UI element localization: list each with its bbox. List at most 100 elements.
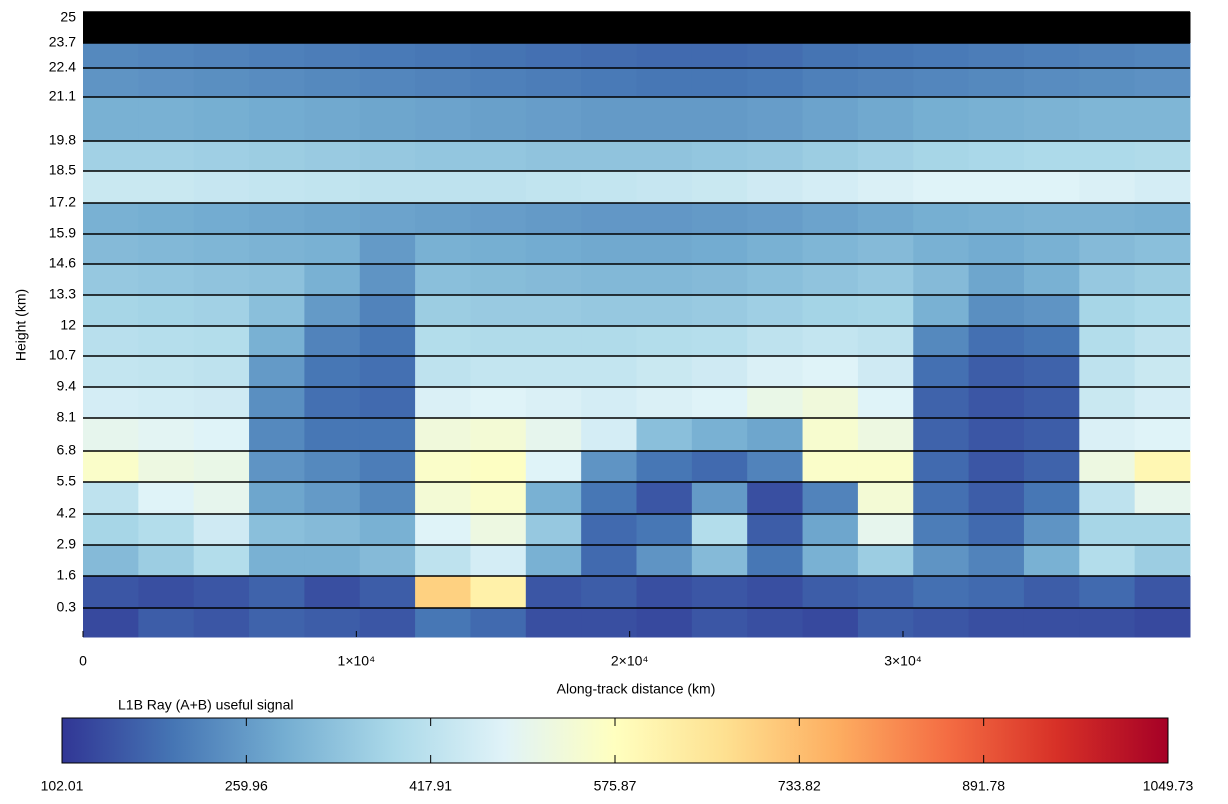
heatmap-cell bbox=[83, 234, 139, 265]
heatmap-cell bbox=[1023, 545, 1080, 577]
heatmap-cell bbox=[968, 608, 1025, 638]
heatmap-cell bbox=[525, 356, 582, 388]
heatmap-cell bbox=[1079, 43, 1136, 69]
heatmap-cell bbox=[525, 12, 582, 44]
heatmap-cell bbox=[249, 68, 305, 98]
heatmap-cell bbox=[968, 418, 1025, 452]
heatmap-cell bbox=[1134, 451, 1191, 483]
heatmap-cell bbox=[138, 608, 195, 638]
heatmap-cell bbox=[249, 482, 305, 515]
heatmap-cell bbox=[1134, 68, 1191, 98]
heatmap-cell bbox=[470, 264, 527, 296]
heatmap-cell bbox=[415, 451, 471, 483]
heatmap-cell bbox=[802, 141, 859, 172]
heatmap-cell bbox=[913, 12, 970, 44]
heatmap-cell bbox=[747, 576, 804, 609]
heatmap-cell bbox=[968, 451, 1025, 483]
heatmap-cell bbox=[138, 387, 195, 419]
heatmap-cell bbox=[359, 203, 416, 235]
heatmap-cell bbox=[359, 12, 416, 44]
heatmap-cell bbox=[691, 387, 748, 419]
heatmap-cell bbox=[913, 264, 970, 296]
heatmap-cell bbox=[470, 97, 527, 142]
heatmap-cell bbox=[138, 545, 195, 577]
heatmap-cell bbox=[802, 514, 859, 546]
heatmap-cell bbox=[581, 68, 637, 98]
heatmap-cell bbox=[636, 608, 693, 638]
heatmap-cell bbox=[581, 295, 637, 327]
heatmap-cell bbox=[747, 482, 804, 515]
heatmap-cell bbox=[193, 387, 250, 419]
heatmap-cell bbox=[913, 68, 970, 98]
heatmap-cell bbox=[138, 482, 195, 515]
heatmap-cell bbox=[470, 608, 527, 638]
heatmap-cell bbox=[691, 203, 748, 235]
heatmap-cell bbox=[415, 418, 471, 452]
heatmap-cell bbox=[304, 295, 361, 327]
heatmap-cell bbox=[1134, 141, 1191, 172]
heatmap-cell bbox=[525, 43, 582, 69]
heatmap-cell bbox=[470, 326, 527, 357]
heatmap-cell bbox=[1023, 326, 1080, 357]
heatmap-cell bbox=[193, 43, 250, 69]
heatmap-cell bbox=[304, 356, 361, 388]
heatmap-cell bbox=[415, 576, 471, 609]
heatmap-cell bbox=[1079, 12, 1136, 44]
heatmap-cell bbox=[304, 43, 361, 69]
heatmap-cell bbox=[193, 171, 250, 204]
heatmap-cell bbox=[1079, 576, 1136, 609]
heatmap-cell bbox=[525, 608, 582, 638]
heatmap-cell bbox=[1079, 68, 1136, 98]
heatmap-cell bbox=[249, 514, 305, 546]
heatmap-cell bbox=[359, 295, 416, 327]
heatmap-cell bbox=[581, 356, 637, 388]
y-tick-label: 25 bbox=[60, 9, 76, 25]
heatmap-cell bbox=[581, 387, 637, 419]
heatmap-cell bbox=[857, 97, 914, 142]
heatmap-cell bbox=[470, 68, 527, 98]
heatmap-cell bbox=[525, 97, 582, 142]
heatmap-cell bbox=[581, 264, 637, 296]
heatmap-cell bbox=[83, 43, 139, 69]
heatmap-cell bbox=[857, 68, 914, 98]
heatmap-cell bbox=[415, 356, 471, 388]
heatmap-cell bbox=[747, 203, 804, 235]
heatmap-cell bbox=[525, 295, 582, 327]
heatmap-cell bbox=[913, 514, 970, 546]
heatmap-cell bbox=[691, 141, 748, 172]
heatmap-cell bbox=[968, 43, 1025, 69]
heatmap-cell bbox=[1134, 12, 1191, 44]
y-tick-label: 4.2 bbox=[57, 505, 77, 521]
heatmap-cell bbox=[415, 141, 471, 172]
heatmap-cell bbox=[304, 264, 361, 296]
heatmap-cell bbox=[691, 608, 748, 638]
y-tick-label: 10.7 bbox=[49, 347, 76, 363]
heatmap-cell bbox=[415, 514, 471, 546]
heatmap-cell bbox=[857, 451, 914, 483]
heatmap-cell bbox=[1134, 203, 1191, 235]
heatmap-cell bbox=[747, 141, 804, 172]
heatmap-cell bbox=[913, 451, 970, 483]
heatmap-cell bbox=[581, 576, 637, 609]
heatmap-cell bbox=[249, 203, 305, 235]
heatmap-cell bbox=[1023, 97, 1080, 142]
heatmap-cell bbox=[359, 234, 416, 265]
heatmap-cell bbox=[525, 234, 582, 265]
heatmap-cell bbox=[857, 608, 914, 638]
heatmap-cell bbox=[636, 387, 693, 419]
heatmap-cell bbox=[802, 68, 859, 98]
heatmap-cell bbox=[138, 418, 195, 452]
y-tick-label: 14.6 bbox=[49, 255, 76, 271]
heatmap-cell bbox=[249, 97, 305, 142]
heatmap-cell bbox=[968, 387, 1025, 419]
heatmap-cell bbox=[359, 482, 416, 515]
heatmap-cell bbox=[1079, 234, 1136, 265]
heatmap-cell bbox=[1134, 356, 1191, 388]
heatmap-cell bbox=[1134, 326, 1191, 357]
heatmap-cell bbox=[802, 203, 859, 235]
heatmap-cell bbox=[193, 97, 250, 142]
heatmap-cell bbox=[747, 608, 804, 638]
heatmap-cell bbox=[1023, 43, 1080, 69]
heatmap-cell bbox=[1023, 68, 1080, 98]
heatmap-cell bbox=[636, 12, 693, 44]
